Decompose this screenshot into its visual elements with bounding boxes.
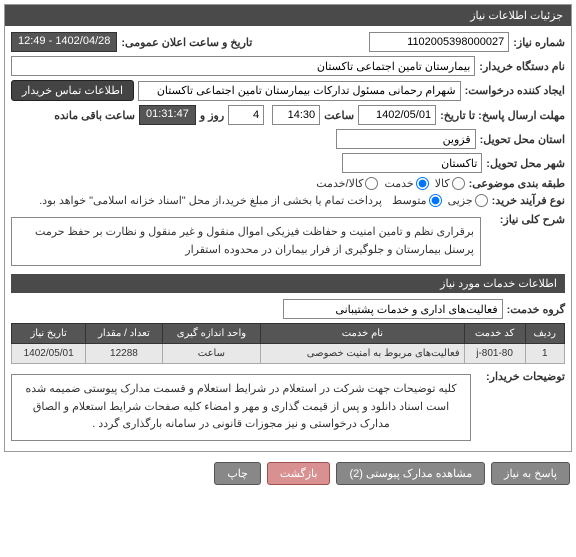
- row-buyer-notes: توضیحات خریدار: کلیه توضیحات جهت شرکت در…: [11, 370, 565, 445]
- row-province: استان محل تحویل:: [11, 129, 565, 149]
- row-need-number: شماره نیاز: تاریخ و ساعت اعلان عمومی: 14…: [11, 32, 565, 52]
- purchase-type-radios: جزیی متوسط: [392, 194, 488, 207]
- remaining-label: ساعت باقی مانده: [54, 109, 135, 122]
- deadline-time-input[interactable]: [272, 105, 320, 125]
- buyer-input[interactable]: [11, 56, 475, 76]
- subject-type-radios: کالا خدمت کالا/خدمت: [316, 177, 464, 190]
- general-desc-label: شرح کلی نیاز:: [485, 213, 565, 226]
- general-desc-box: برقراری نظم و تامین امنیت و حفاظت فیزیکی…: [11, 217, 481, 266]
- time-label-1: ساعت: [324, 109, 354, 122]
- row-general-desc: شرح کلی نیاز: برقراری نظم و تامین امنیت …: [11, 213, 565, 270]
- back-button[interactable]: بازگشت: [267, 462, 331, 485]
- table-header-row: ردیف کد خدمت نام خدمت واحد اندازه گیری ت…: [12, 324, 565, 344]
- radio-goods[interactable]: [452, 177, 465, 190]
- service-group-input[interactable]: [283, 299, 503, 319]
- th-date: تاریخ نیاز: [12, 324, 86, 344]
- deadline-label: مهلت ارسال پاسخ: تا تاریخ:: [440, 109, 565, 122]
- bottom-bar: پاسخ به نیاز مشاهده مدارک پیوستی (2) باز…: [0, 456, 576, 491]
- province-label: استان محل تحویل:: [480, 133, 565, 146]
- city-input[interactable]: [342, 153, 482, 173]
- print-button[interactable]: چاپ: [214, 462, 261, 485]
- td-unit: ساعت: [162, 344, 261, 364]
- services-section-title: اطلاعات خدمات مورد نیاز: [11, 274, 565, 293]
- row-deadline: مهلت ارسال پاسخ: تا تاریخ: ساعت روز و 01…: [11, 105, 565, 125]
- purchase-type-label: نوع فرآیند خرید:: [492, 194, 565, 207]
- th-unit: واحد اندازه گیری: [162, 324, 261, 344]
- radio-both-label[interactable]: کالا/خدمت: [316, 177, 378, 190]
- deadline-date-input[interactable]: [358, 105, 436, 125]
- days-remaining-input[interactable]: [228, 105, 264, 125]
- day-label: روز و: [200, 109, 224, 122]
- subject-type-label: طبقه بندی موضوعی:: [469, 177, 565, 190]
- buyer-notes-label: توضیحات خریدار:: [475, 370, 565, 383]
- td-row: 1: [525, 344, 565, 364]
- th-qty: تعداد / مقدار: [86, 324, 162, 344]
- row-requester: ایجاد کننده درخواست: اطلاعات تماس خریدار: [11, 80, 565, 101]
- row-buyer: نام دستگاه خریدار:: [11, 56, 565, 76]
- table-row: 1 j-801-80 فعالیت‌های مربوط به امنیت خصو…: [12, 344, 565, 364]
- radio-service-label[interactable]: خدمت: [384, 177, 428, 190]
- announce-value: 1402/04/28 - 12:49: [11, 32, 117, 52]
- buyer-label: نام دستگاه خریدار:: [479, 60, 565, 73]
- requester-input[interactable]: [138, 81, 461, 101]
- radio-small[interactable]: [475, 194, 488, 207]
- row-purchase-type: نوع فرآیند خرید: جزیی متوسط پرداخت تمام …: [11, 194, 565, 207]
- view-docs-button[interactable]: مشاهده مدارک پیوستی (2): [336, 462, 485, 485]
- announce-label: تاریخ و ساعت اعلان عمومی:: [121, 36, 252, 49]
- th-code: کد خدمت: [464, 324, 525, 344]
- panel-body: شماره نیاز: تاریخ و ساعت اعلان عمومی: 14…: [5, 26, 571, 451]
- radio-medium-label[interactable]: متوسط: [392, 194, 442, 207]
- city-label: شهر محل تحویل:: [486, 157, 565, 170]
- requester-label: ایجاد کننده درخواست:: [465, 84, 565, 97]
- remaining-time: 01:31:47: [139, 105, 196, 125]
- payment-note: پرداخت تمام یا بخشی از مبلغ خرید،از محل …: [39, 194, 382, 207]
- td-qty: 12288: [86, 344, 162, 364]
- radio-small-label[interactable]: جزیی: [448, 194, 488, 207]
- row-city: شهر محل تحویل:: [11, 153, 565, 173]
- row-service-group: گروه خدمت:: [11, 299, 565, 319]
- contact-button[interactable]: اطلاعات تماس خریدار: [11, 80, 134, 101]
- service-group-label: گروه خدمت:: [507, 303, 565, 316]
- row-subject-type: طبقه بندی موضوعی: کالا خدمت کالا/خدمت: [11, 177, 565, 190]
- radio-service[interactable]: [416, 177, 429, 190]
- need-number-input[interactable]: [369, 32, 509, 52]
- panel-title: جزئیات اطلاعات نیاز: [5, 5, 571, 26]
- province-input[interactable]: [336, 129, 476, 149]
- td-name: فعالیت‌های مربوط به امنیت خصوصی: [261, 344, 465, 364]
- radio-medium[interactable]: [429, 194, 442, 207]
- radio-goods-label[interactable]: کالا: [435, 177, 465, 190]
- details-panel: جزئیات اطلاعات نیاز شماره نیاز: تاریخ و …: [4, 4, 572, 452]
- td-date: 1402/05/01: [12, 344, 86, 364]
- radio-both[interactable]: [365, 177, 378, 190]
- th-row: ردیف: [525, 324, 565, 344]
- respond-button[interactable]: پاسخ به نیاز: [491, 462, 570, 485]
- th-name: نام خدمت: [261, 324, 465, 344]
- need-number-label: شماره نیاز:: [513, 36, 565, 49]
- td-code: j-801-80: [464, 344, 525, 364]
- buyer-notes-box: کلیه توضیحات جهت شرکت در استعلام در شرای…: [11, 374, 471, 441]
- services-table: ردیف کد خدمت نام خدمت واحد اندازه گیری ت…: [11, 323, 565, 364]
